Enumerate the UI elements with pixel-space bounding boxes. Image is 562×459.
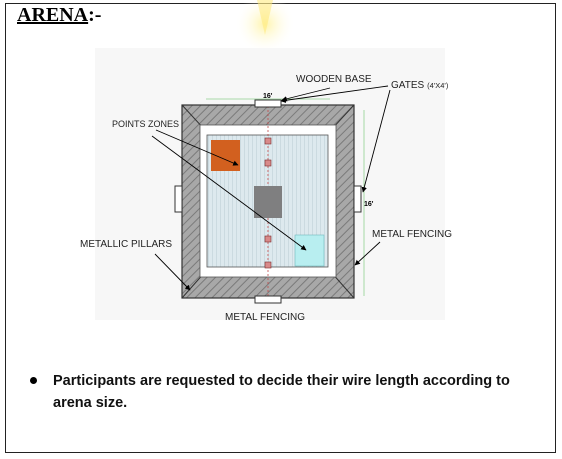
cyan-points-zone <box>294 234 325 267</box>
dim-right-label: 16' <box>364 201 374 208</box>
heading-word: ARENA <box>17 4 89 26</box>
section-heading: ARENA:- <box>17 4 101 27</box>
arrow-points-orange <box>155 129 239 166</box>
label-metal-fencing-bottom: METAL FENCING <box>225 312 305 323</box>
heading-suffix: :- <box>88 4 102 26</box>
arena-diagram: 16' 16' WOODEN BASE GATES (4'X4') POINTS … <box>80 74 453 323</box>
arrow-wooden-base <box>281 87 331 102</box>
gate-bottom <box>254 295 282 304</box>
label-metallic-pillars: METALLIC PILLARS <box>80 239 172 250</box>
gate-left <box>174 185 183 213</box>
arrow-gates-right <box>361 89 391 193</box>
note-item: Participants are requested to decide the… <box>30 370 540 414</box>
arrow-points-cyan <box>151 135 307 251</box>
label-wooden-base: WOODEN BASE <box>296 74 372 85</box>
arrow-pillars <box>154 253 191 291</box>
label-gates: GATES (4'X4') <box>391 80 449 91</box>
bullet-icon <box>30 377 37 384</box>
label-metal-fencing-right: METAL FENCING <box>372 229 452 240</box>
dim-top-label: 16' <box>263 93 273 100</box>
arrow-fencing-right <box>354 241 381 266</box>
gate-top <box>254 99 282 108</box>
label-points-zones: POINTS ZONES <box>112 119 179 129</box>
note-text: Participants are requested to decide the… <box>53 373 510 411</box>
gate-right <box>353 185 362 213</box>
gray-center-zone <box>254 186 282 218</box>
arrow-gates-top <box>280 85 389 103</box>
